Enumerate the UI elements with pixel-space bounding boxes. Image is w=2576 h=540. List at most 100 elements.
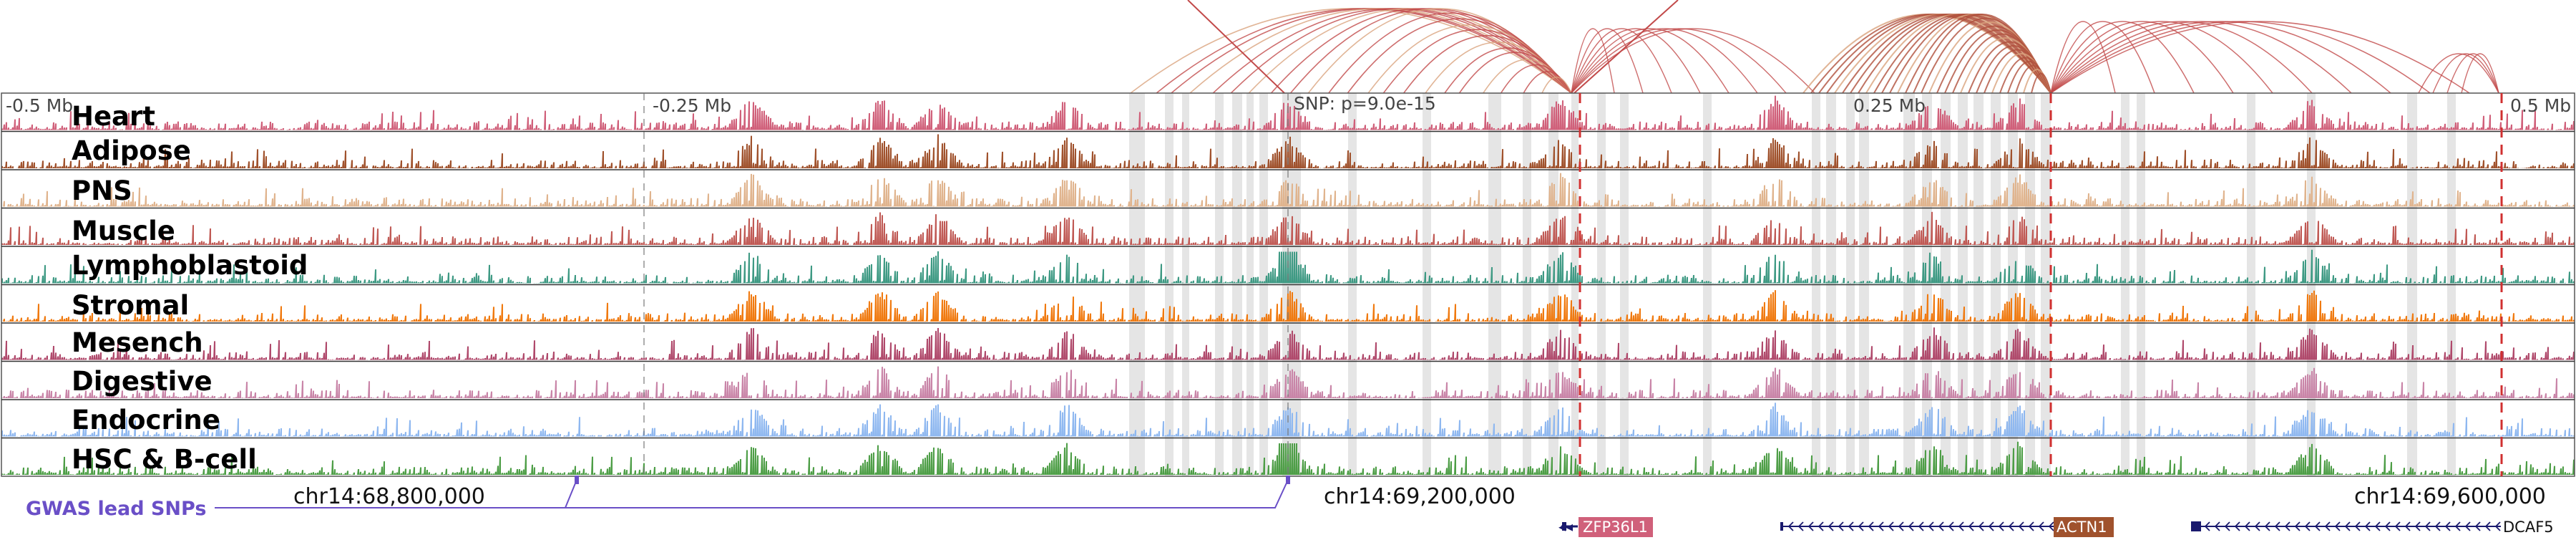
chevron [1868, 521, 1874, 531]
track-label-adipose: Adipose [72, 135, 191, 166]
gwas-snp-marker-1[interactable] [575, 476, 579, 484]
gene-dcaf5[interactable]: DCAF5 [2191, 519, 2554, 536]
chevron [2444, 521, 2451, 531]
chevron [2334, 521, 2341, 531]
chevron [1797, 521, 1804, 531]
chevron [2224, 521, 2230, 531]
loop-arc [2050, 21, 2234, 94]
chevron [2324, 521, 2331, 531]
gwas-snp-connectors [215, 476, 1290, 508]
loop-arc [1541, 77, 1572, 94]
chevron [1787, 521, 1794, 531]
chevron [1908, 521, 1914, 531]
chevron [1828, 521, 1834, 531]
chevron [2494, 521, 2501, 531]
loop-arc [1571, 28, 1787, 94]
loop-arc [1571, 28, 1758, 94]
gene-label-dcaf5: DCAF5 [2503, 519, 2554, 536]
chevron [1978, 521, 1984, 531]
chevron [2484, 521, 2491, 531]
chevron [2018, 521, 2024, 531]
chevron [1938, 521, 1944, 531]
gene-label-zfp36l1: ZFP36L1 [1583, 519, 1648, 536]
chevron [2294, 521, 2301, 531]
chevron [2314, 521, 2321, 531]
gwas-lead-snps-label: GWAS lead SNPs [26, 498, 206, 520]
chevron [2374, 521, 2381, 531]
track-label-lymphoblastoid: Lymphoblastoid [72, 250, 308, 281]
chevron [2214, 521, 2220, 531]
scale-label-minus-0.5mb: -0.5 Mb [6, 95, 73, 116]
loop-arc [2050, 21, 2352, 94]
gene-zfp36l1[interactable]: ◂◂ ZFP36L1 [1558, 517, 1653, 537]
loop-arc [2050, 21, 2273, 94]
track-label-stromal: Stromal [72, 290, 189, 321]
track-label-mesench: Mesench [72, 327, 203, 358]
chevron [2048, 521, 2054, 531]
chevron [2038, 521, 2044, 531]
chevron [2394, 521, 2401, 531]
loop-arc [2446, 53, 2499, 94]
track-label-pns: PNS [72, 175, 132, 206]
chevron [1858, 521, 1864, 531]
loop-arc [2031, 72, 2051, 94]
chevron [2414, 521, 2421, 531]
coordinate-label-68800000: chr14:68,800,000 [293, 484, 485, 509]
chevron [2474, 521, 2481, 531]
loop-arc [2050, 21, 2313, 94]
gene-label-box-zfp36l1 [1579, 517, 1653, 537]
snp-label: SNP: p=9.0e-15 [1294, 93, 1436, 114]
chevron [1878, 521, 1884, 531]
chevron [1998, 521, 2004, 531]
loop-arc [1189, 8, 1572, 94]
scale-label-0.25mb: 0.25 Mb [1853, 95, 1926, 116]
loop-arc [1571, 28, 1729, 94]
chevron [1948, 521, 1954, 531]
gene-actn1[interactable]: ACTN1 [1780, 517, 2114, 537]
chevron [2274, 521, 2280, 531]
chevron [2244, 521, 2250, 531]
loop-arc [1187, 0, 1285, 94]
loop-arc [2432, 53, 2499, 94]
chevron [2304, 521, 2311, 531]
loop-arc [2050, 21, 2116, 94]
loop-arc [2050, 21, 2195, 94]
strand-chevrons [2204, 521, 2501, 531]
svg-text:◂◂: ◂◂ [1558, 518, 1573, 535]
loop-arc [1523, 71, 1572, 94]
gene-label-box-actn1 [2054, 517, 2114, 537]
chevron [2354, 521, 2361, 531]
chevron [1928, 521, 1934, 531]
loop-arc [1130, 8, 1572, 94]
chevron [1958, 521, 1964, 531]
chevron [2384, 521, 2391, 531]
chromatin-loop-arcs [1130, 0, 2499, 94]
loop-arc [1571, 28, 1644, 94]
loop-arc [2050, 21, 2470, 94]
chevron [2404, 521, 2411, 531]
chevron [2234, 521, 2240, 531]
chevron [1918, 521, 1924, 531]
loop-arc [1571, 28, 1615, 94]
track-label-digestive: Digestive [72, 366, 213, 397]
chevron [1807, 521, 1814, 531]
chevron [1838, 521, 1844, 531]
chevron [1888, 521, 1894, 531]
loop-arc [1574, 0, 1679, 94]
chevron [2008, 521, 2014, 531]
loop-arc [2461, 53, 2499, 94]
loop-arc [1571, 28, 1672, 94]
loop-arc [2050, 21, 2155, 94]
gwas-snp-marker-2[interactable] [1286, 476, 1290, 484]
chevron [2344, 521, 2351, 531]
track-label-muscle: Muscle [72, 216, 175, 246]
chevron [2454, 521, 2461, 531]
loop-arc [1571, 28, 1701, 94]
tracks-frame [1, 92, 2575, 477]
coordinate-label-69600000: chr14:69,600,000 [2354, 484, 2546, 509]
chevron [2434, 521, 2441, 531]
scale-label-0.5mb: 0.5 Mb [2510, 95, 2571, 116]
scale-label-minus-0.25mb: -0.25 Mb [653, 95, 731, 116]
chevron [2284, 521, 2290, 531]
